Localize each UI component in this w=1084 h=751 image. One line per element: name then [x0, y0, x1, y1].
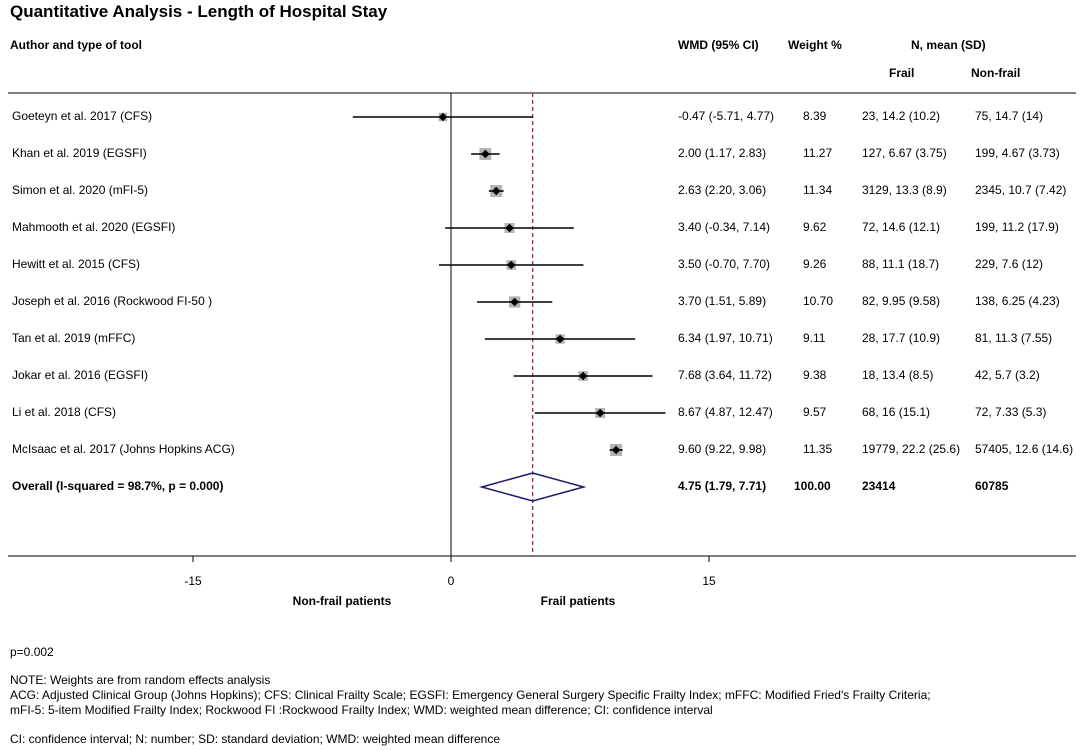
study-frail: 127, 6.67 (3.75): [862, 146, 947, 160]
x-tick-label: -15: [184, 574, 202, 588]
study-point-estimate: [555, 334, 565, 344]
study-point-estimate: [611, 445, 621, 455]
study-frail: 72, 14.6 (12.1): [862, 220, 941, 234]
study-point-estimate: [510, 297, 519, 307]
study-point-estimate: [595, 408, 605, 418]
study-weight: 8.39: [803, 109, 827, 123]
study-nonfrail: 229, 7.6 (12): [975, 257, 1044, 271]
study-point-estimate: [505, 223, 514, 233]
header-wmd: WMD (95% CI): [678, 38, 759, 52]
study-label: Simon et al. 2020 (mFI-5): [12, 183, 149, 197]
study-weight: 11.35: [803, 442, 833, 456]
study-wmd: 7.68 (3.64, 11.72): [678, 368, 772, 382]
study-wmd: 3.40 (-0.34, 7.14): [678, 220, 771, 234]
study-wmd: 3.70 (1.51, 5.89): [678, 294, 767, 308]
study-nonfrail: 199, 4.67 (3.73): [975, 146, 1060, 160]
study-weight: 11.27: [803, 146, 833, 160]
study-frail: 68, 16 (15.1): [862, 405, 931, 419]
note-abbrev-3: CI: confidence interval; N: number; SD: …: [10, 732, 501, 746]
study-label: Goeteyn et al. 2017 (CFS): [12, 109, 153, 123]
study-label: Hewitt et al. 2015 (CFS): [12, 257, 141, 271]
overall-wmd: 4.75 (1.79, 7.71): [678, 479, 767, 493]
overall-nonfrail: 60785: [975, 479, 1009, 493]
study-point-estimate: [492, 186, 501, 196]
study-wmd: 2.63 (2.20, 3.06): [678, 183, 767, 197]
overall-diamond: [478, 472, 587, 502]
left-direction-label: Non-frail patients: [293, 594, 392, 608]
study-nonfrail: 138, 6.25 (4.23): [975, 294, 1060, 308]
study-frail: 88, 11.1 (18.7): [862, 257, 940, 271]
study-nonfrail: 2345, 10.7 (7.42): [975, 183, 1067, 197]
header-author: Author and type of tool: [10, 38, 142, 52]
study-wmd: 8.67 (4.87, 12.47): [678, 405, 773, 419]
study-frail: 3129, 13.3 (8.9): [862, 183, 947, 197]
study-weight: 9.57: [803, 405, 827, 419]
study-nonfrail: 75, 14.7 (14): [975, 109, 1044, 123]
study-wmd: 3.50 (-0.70, 7.70): [678, 257, 771, 271]
study-wmd: 2.00 (1.17, 2.83): [678, 146, 767, 160]
note-abbrev-2: mFI-5: 5-item Modified Frailty Index; Ro…: [10, 703, 713, 717]
study-weight: 11.34: [803, 183, 833, 197]
study-weight: 9.62: [803, 220, 827, 234]
study-weight: 9.11: [803, 331, 826, 345]
header-weight: Weight %: [788, 38, 842, 52]
note-weights: NOTE: Weights are from random effects an…: [10, 673, 271, 687]
study-label: Tan et al. 2019 (mFFC): [12, 331, 136, 345]
header-frail: Frail: [889, 66, 915, 80]
study-nonfrail: 72, 7.33 (5.3): [975, 405, 1047, 419]
chart-title: Quantitative Analysis - Length of Hospit…: [10, 2, 388, 21]
study-label: McIsaac et al. 2017 (Johns Hopkins ACG): [12, 442, 235, 456]
overall-label: Overall (I-squared = 98.7%, p = 0.000): [12, 479, 224, 493]
study-label: Joseph et al. 2016 (Rockwood FI-50 ): [12, 294, 213, 308]
header-n-mean: N, mean (SD): [911, 38, 986, 52]
study-frail: 82, 9.95 (9.58): [862, 294, 941, 308]
study-label: Jokar et al. 2016 (EGSFI): [12, 368, 149, 382]
study-label: Khan et al. 2019 (EGSFI): [12, 146, 147, 160]
study-label: Li et al. 2018 (CFS): [12, 405, 117, 419]
overall-weight: 100.00: [794, 479, 831, 493]
overall-frail: 23414: [862, 479, 896, 493]
study-weight: 9.26: [803, 257, 827, 271]
header-nonfrail: Non-frail: [971, 66, 1021, 80]
study-point-estimate: [507, 260, 516, 270]
x-tick-label: 0: [448, 574, 455, 588]
study-label: Mahmooth et al. 2020 (EGSFI): [12, 220, 176, 234]
study-frail: 28, 17.7 (10.9): [862, 331, 941, 345]
study-frail: 18, 13.4 (8.5): [862, 368, 934, 382]
study-nonfrail: 42, 5.7 (3.2): [975, 368, 1040, 382]
study-wmd: 9.60 (9.22, 9.98): [678, 442, 767, 456]
study-weight: 10.70: [803, 294, 834, 308]
study-frail: 23, 14.2 (10.2): [862, 109, 941, 123]
study-point-estimate: [578, 371, 588, 381]
right-direction-label: Frail patients: [541, 594, 616, 608]
p-value: p=0.002: [10, 645, 54, 659]
study-point-estimate: [481, 149, 490, 159]
study-weight: 9.38: [803, 368, 827, 382]
study-wmd: -0.47 (-5.71, 4.77): [678, 109, 775, 123]
x-tick-label: 15: [702, 574, 716, 588]
note-abbrev-1: ACG: Adjusted Clinical Group (Johns Hopk…: [10, 688, 931, 702]
study-nonfrail: 81, 11.3 (7.55): [975, 331, 1053, 345]
study-point-estimate: [438, 112, 448, 122]
study-wmd: 6.34 (1.97, 10.71): [678, 331, 773, 345]
study-nonfrail: 57405, 12.6 (14.6): [975, 442, 1074, 456]
study-nonfrail: 199, 11.2 (17.9): [975, 220, 1059, 234]
study-frail: 19779, 22.2 (25.6): [862, 442, 961, 456]
